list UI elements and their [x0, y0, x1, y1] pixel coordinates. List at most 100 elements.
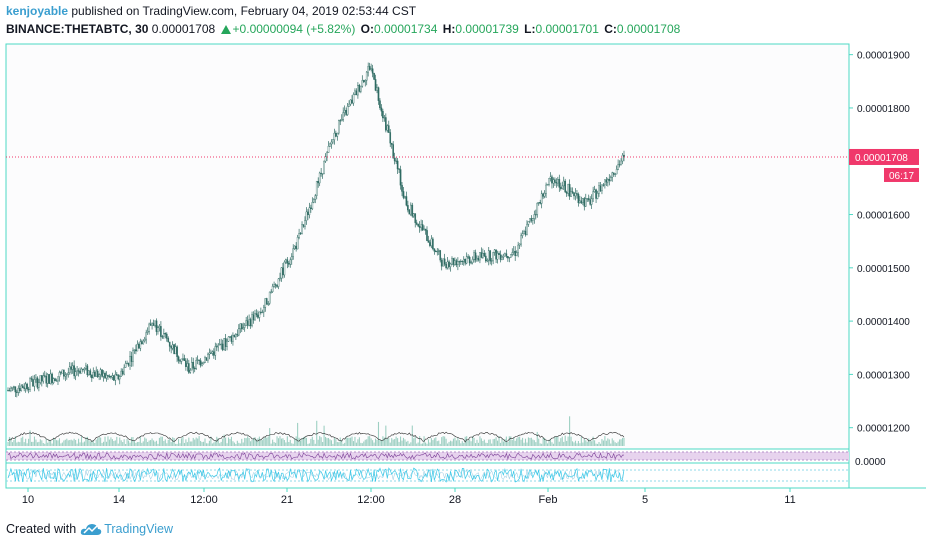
candle-body — [185, 360, 187, 367]
candle-body — [114, 374, 117, 381]
candle-body — [609, 177, 612, 181]
x-tick-label: Feb — [539, 494, 558, 506]
candle-body — [534, 214, 537, 216]
candle-body — [401, 185, 403, 192]
candle-body — [332, 139, 334, 143]
candle-body — [382, 111, 384, 119]
candle-body — [482, 253, 484, 258]
candle-body — [224, 338, 227, 347]
x-tick-label: 14 — [113, 494, 125, 506]
candle-body — [196, 359, 199, 361]
candle-body — [45, 375, 48, 384]
candle-body — [82, 368, 84, 370]
candle-body — [555, 182, 558, 184]
candle-body — [355, 90, 358, 96]
candle-body — [467, 256, 469, 258]
candle-body — [21, 385, 24, 388]
candle-body — [417, 224, 419, 227]
candle-body — [520, 235, 522, 245]
candle-body — [462, 258, 465, 262]
candle-body — [126, 362, 128, 364]
candle-body — [42, 375, 45, 382]
candle-body — [154, 320, 156, 326]
candle-body — [267, 303, 270, 305]
candle-body — [138, 343, 140, 349]
candle-body — [115, 374, 118, 376]
candle-body — [145, 332, 147, 340]
countdown-value: 06:17 — [889, 171, 914, 182]
author-link[interactable]: kenjoyable — [6, 4, 69, 18]
y-tick-label: 0.00001300 — [857, 370, 910, 381]
candle-body — [263, 307, 265, 313]
candle-body — [288, 263, 290, 265]
candle-body — [105, 375, 108, 379]
candle-body — [380, 107, 383, 112]
candle-body — [254, 313, 256, 321]
candle-body — [232, 334, 234, 342]
candle-body — [211, 351, 214, 354]
candle-body — [598, 185, 600, 194]
candle-body — [60, 372, 62, 374]
candle-body — [564, 180, 566, 193]
candle-body — [252, 314, 255, 321]
up-triangle-icon — [220, 25, 231, 34]
candle-body — [483, 253, 486, 257]
candle-body — [123, 367, 125, 375]
symbol-label: BINANCE:THETABTC, 30 — [6, 22, 149, 36]
candle-body — [8, 390, 11, 392]
candle-body — [351, 99, 353, 104]
tradingview-cloud-icon — [80, 524, 102, 535]
ohlc-legend: BINANCE:THETABTC, 30 0.00001708 +0.00000… — [6, 22, 680, 36]
last-price: 0.00001708 — [151, 22, 216, 36]
candle-body — [52, 378, 55, 383]
candle-body — [161, 336, 164, 338]
candle-body — [489, 250, 492, 262]
candle-body — [390, 142, 393, 145]
candle-body — [437, 250, 440, 252]
tradingview-link[interactable]: TradingView — [104, 522, 173, 536]
candle-body — [602, 184, 605, 186]
candle-body — [210, 352, 212, 354]
stoch-line — [7, 467, 625, 483]
publish-text: published on TradingView.com, February 0… — [68, 4, 417, 18]
candle-body — [264, 298, 267, 308]
candle-body — [146, 331, 149, 333]
candle-body — [41, 375, 43, 382]
candle-body — [318, 172, 321, 184]
x-tick-label: 10 — [22, 494, 34, 506]
candle-body — [217, 344, 220, 348]
candle-body — [158, 326, 161, 328]
candle-body — [310, 207, 312, 210]
candle-body — [43, 375, 46, 377]
candle-body — [51, 373, 53, 383]
candle-body — [195, 360, 197, 369]
price-change: +0.00000094 (+5.82%) — [232, 22, 356, 36]
candle-body — [246, 320, 249, 326]
lower-pane-tick: 0.0000 — [855, 457, 886, 468]
candle-body — [357, 85, 359, 96]
candle-body — [83, 368, 86, 370]
candle-body — [614, 173, 616, 175]
y-tick-label: 0.00001500 — [857, 264, 910, 275]
candle-body — [562, 180, 565, 187]
candle-body — [468, 256, 471, 264]
candle-body — [605, 179, 608, 183]
candle-body — [543, 193, 546, 197]
candle-body — [486, 259, 489, 262]
candle-body — [558, 179, 561, 188]
candle-body — [415, 222, 418, 225]
candle-body — [324, 156, 327, 162]
candle-body — [439, 250, 442, 261]
candle-body — [367, 66, 369, 73]
candle-body — [461, 260, 464, 262]
candle-body — [17, 388, 20, 393]
candle-body — [23, 387, 25, 389]
candle-body — [280, 267, 283, 279]
candle-body — [139, 341, 142, 349]
candle-body — [595, 189, 597, 199]
candle-body — [354, 90, 356, 95]
candle-body — [448, 261, 450, 267]
candle-body — [215, 346, 218, 348]
candle-body — [584, 198, 587, 207]
